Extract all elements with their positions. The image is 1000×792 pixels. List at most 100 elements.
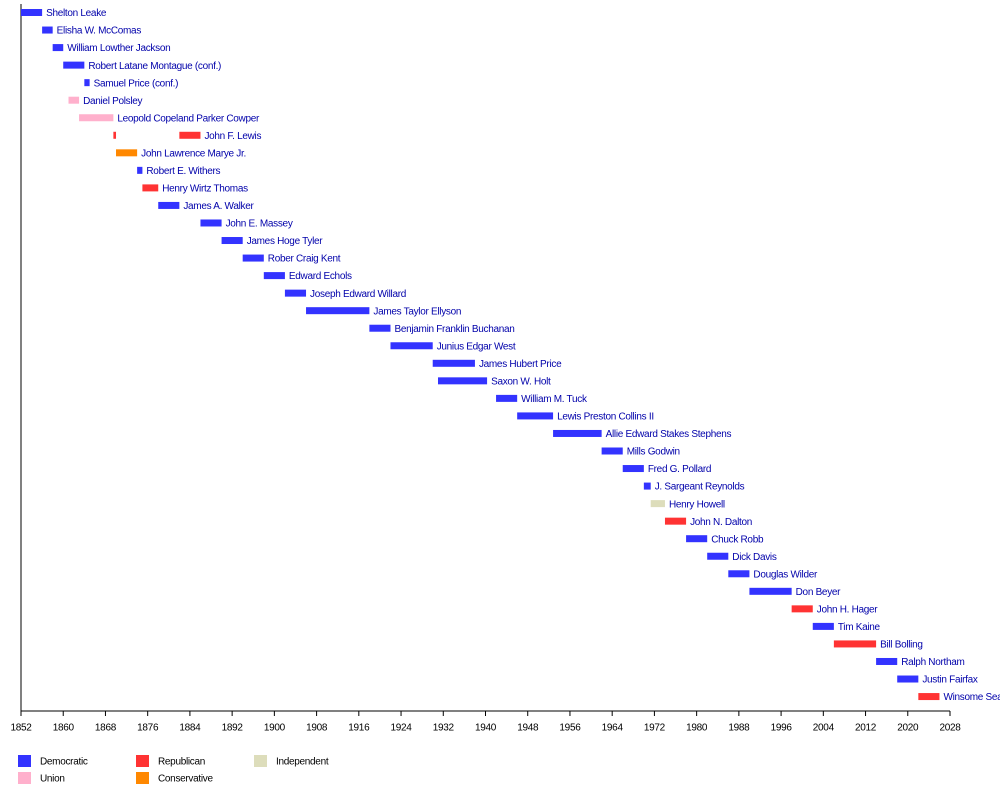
term-bar — [601, 447, 623, 455]
x-tick-label: 1900 — [264, 723, 286, 734]
term-bar — [553, 429, 602, 437]
row-label: John F. Lewis — [204, 131, 261, 142]
x-tick-label: 1860 — [53, 723, 75, 734]
row-label: Junius Edgar West — [437, 341, 516, 352]
row-label: Fred G. Pollard — [648, 464, 711, 475]
term-bar — [221, 237, 243, 245]
row-label: Shelton Leake — [46, 8, 107, 19]
term-bar — [686, 535, 708, 543]
x-tick-label: 1972 — [644, 723, 666, 734]
term-bar — [876, 657, 898, 665]
term-bar — [369, 324, 391, 332]
term-bar — [517, 412, 554, 420]
row-label: Joseph Edward Willard — [310, 289, 406, 300]
row-label: Robert Latane Montague (conf.) — [88, 61, 221, 72]
legend-label: Republican — [158, 757, 205, 768]
x-tick-label: 1932 — [433, 723, 455, 734]
term-bar — [42, 26, 53, 34]
x-tick-label: 1892 — [222, 723, 244, 734]
x-tick-label: 1964 — [602, 723, 624, 734]
x-tick-label: 1924 — [391, 723, 413, 734]
x-tick-label: 2020 — [897, 723, 919, 734]
row-label: John Lawrence Marye Jr. — [141, 148, 246, 159]
row-label: Chuck Robb — [711, 534, 764, 545]
term-bar — [664, 517, 687, 525]
term-bar — [52, 44, 64, 52]
legend-swatch — [18, 755, 31, 767]
term-bar — [812, 622, 834, 630]
row-label: Justin Fairfax — [922, 675, 978, 686]
row-label: Ralph Northam — [901, 657, 964, 668]
term-bar — [707, 552, 729, 560]
term-bar — [68, 96, 80, 104]
term-bar — [79, 114, 114, 122]
row-label: Rober Craig Kent — [268, 254, 341, 265]
row-label: James Hubert Price — [479, 359, 562, 370]
row-label: Elisha W. McComas — [57, 26, 142, 37]
row-label: Daniel Polsley — [83, 96, 142, 107]
row-label: Henry Wirtz Thomas — [162, 184, 248, 195]
legend-label: Democratic — [40, 757, 88, 768]
legend-label: Independent — [276, 757, 329, 768]
term-bar — [158, 201, 180, 209]
term-bar — [390, 342, 433, 350]
x-tick-label: 1852 — [10, 723, 32, 734]
row-label: James Hoge Tyler — [247, 236, 324, 247]
x-tick-label: 1988 — [728, 723, 750, 734]
x-tick-label: 1940 — [475, 723, 497, 734]
term-bar — [650, 500, 665, 508]
row-label: Samuel Price (conf.) — [94, 78, 179, 89]
term-bar — [918, 693, 940, 701]
row-label: William M. Tuck — [521, 394, 588, 405]
row-label: Tim Kaine — [838, 622, 881, 633]
row-label: Mills Godwin — [627, 447, 680, 458]
term-bar — [643, 482, 651, 490]
row-label: Leopold Copeland Parker Cowper — [117, 113, 260, 124]
row-label: Saxon W. Holt — [491, 376, 551, 387]
legend-swatch — [254, 755, 267, 767]
legend-swatch — [136, 755, 149, 767]
row-label: John E. Massey — [226, 219, 293, 230]
row-label: Dick Davis — [732, 552, 777, 563]
row-label: John H. Hager — [817, 605, 879, 616]
term-bar — [897, 675, 919, 683]
row-label: Winsome Sears — [943, 692, 1000, 703]
x-tick-label: 1948 — [517, 723, 539, 734]
row-label: Benjamin Franklin Buchanan — [394, 324, 514, 335]
row-label: Don Beyer — [796, 587, 842, 598]
row-label: Robert E. Withers — [146, 166, 220, 177]
row-label: James Taylor Ellyson — [373, 306, 461, 317]
row-label: John N. Dalton — [690, 517, 752, 528]
term-bar — [63, 61, 85, 69]
term-bar — [84, 79, 90, 87]
term-bar — [21, 9, 43, 16]
term-bar — [728, 570, 750, 578]
row-label: Bill Bolling — [880, 640, 923, 651]
row-label: Henry Howell — [669, 499, 725, 510]
x-tick-label: 1876 — [137, 723, 159, 734]
term-bar — [284, 289, 307, 297]
x-tick-label: 1996 — [771, 723, 793, 734]
row-label: Lewis Preston Collins II — [557, 412, 654, 423]
row-label: Edward Echols — [289, 271, 352, 282]
term-bar — [263, 272, 285, 280]
term-bar — [432, 359, 475, 367]
term-bar — [791, 605, 813, 613]
term-bar — [749, 587, 792, 595]
x-tick-label: 1980 — [686, 723, 708, 734]
x-tick-label: 1884 — [179, 723, 201, 734]
term-bar — [496, 394, 518, 402]
term-bar — [622, 465, 644, 473]
row-label: Allie Edward Stakes Stephens — [606, 429, 732, 440]
legend-label: Union — [40, 774, 65, 785]
term-bar — [179, 131, 201, 139]
x-tick-label: 1908 — [306, 723, 328, 734]
term-bar — [437, 377, 488, 385]
term-bar — [306, 307, 370, 315]
row-label: J. Sargeant Reynolds — [655, 482, 745, 493]
row-label: James A. Walker — [183, 201, 254, 212]
term-bar — [833, 640, 877, 648]
term-bar — [113, 131, 117, 139]
